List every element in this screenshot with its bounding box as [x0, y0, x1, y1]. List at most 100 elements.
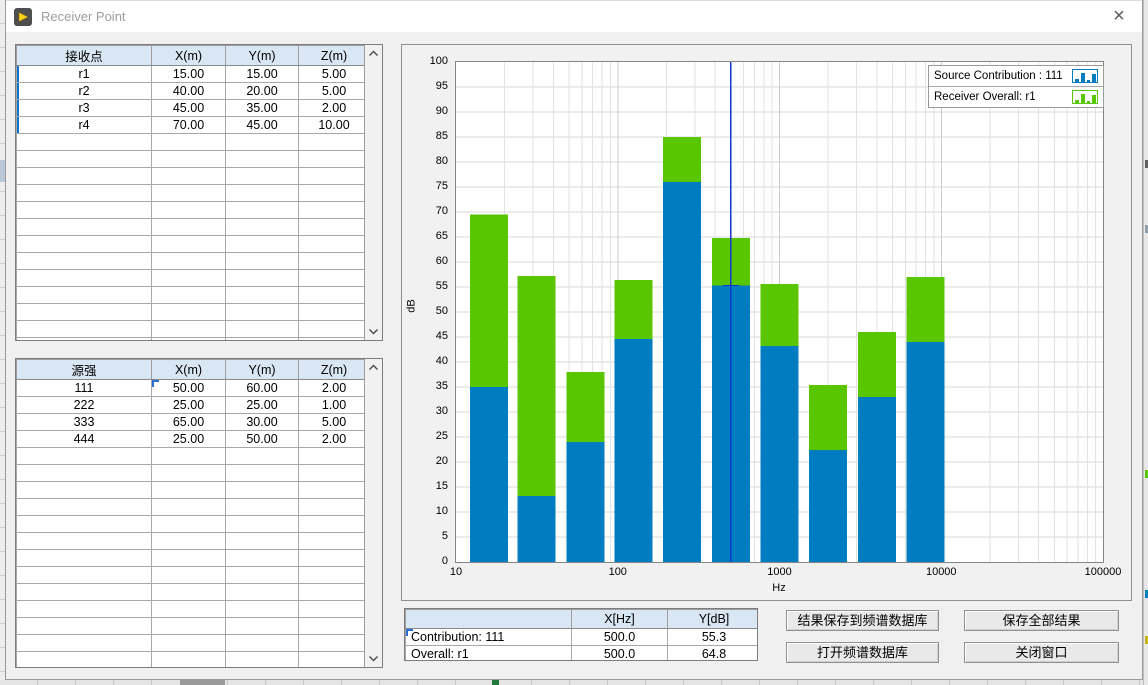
table-cell[interactable]: [151, 235, 226, 253]
table-cell[interactable]: 64.8: [667, 645, 757, 660]
table-cell[interactable]: [151, 532, 226, 550]
table-cell[interactable]: [151, 651, 226, 667]
table-cell[interactable]: Overall: r1: [405, 645, 572, 660]
table-cell[interactable]: [151, 481, 226, 499]
table-cell[interactable]: 15.00: [151, 65, 226, 83]
table-cell[interactable]: [298, 303, 370, 321]
table-cell[interactable]: 35.00: [225, 99, 299, 117]
legend-item-source-contribution[interactable]: Source Contribution : 111: [929, 66, 1103, 86]
table-cell[interactable]: [225, 167, 299, 185]
table-cell[interactable]: 25.00: [151, 396, 226, 414]
table-cell[interactable]: [16, 184, 152, 202]
table-cell[interactable]: [298, 133, 370, 151]
table-cell[interactable]: 333: [16, 413, 152, 431]
table-cell[interactable]: r1: [16, 65, 152, 83]
table-cell[interactable]: [298, 201, 370, 219]
table-cell[interactable]: [225, 303, 299, 321]
table-cell[interactable]: 222: [16, 396, 152, 414]
table-cell[interactable]: [298, 634, 370, 652]
scroll-down-button[interactable]: [365, 651, 381, 666]
table-cell[interactable]: 70.00: [151, 116, 226, 134]
table-cell[interactable]: [298, 252, 370, 270]
table-cell[interactable]: [151, 150, 226, 168]
table-cell[interactable]: [225, 184, 299, 202]
scroll-down-button[interactable]: [365, 324, 381, 339]
table-cell[interactable]: 2.00: [298, 99, 370, 117]
table-cell[interactable]: [16, 201, 152, 219]
table-cell[interactable]: [225, 201, 299, 219]
table-cell[interactable]: [298, 600, 370, 618]
table-cell[interactable]: [225, 235, 299, 253]
legend-item-receiver-overall[interactable]: Receiver Overall: r1: [929, 86, 1103, 107]
table-cell[interactable]: [151, 167, 226, 185]
table-cell[interactable]: 10.00: [298, 116, 370, 134]
table-cell[interactable]: [298, 150, 370, 168]
table-cell[interactable]: [151, 269, 226, 287]
table-cell[interactable]: [16, 634, 152, 652]
table-cell[interactable]: [151, 464, 226, 482]
table-cell[interactable]: [151, 201, 226, 219]
table-cell[interactable]: [225, 549, 299, 567]
table-cell[interactable]: [225, 566, 299, 584]
table-cell[interactable]: [16, 286, 152, 304]
table-cell[interactable]: Contribution: 111: [405, 628, 572, 646]
table-cell[interactable]: [298, 320, 370, 338]
scroll-up-button[interactable]: [365, 46, 381, 61]
table-cell[interactable]: [151, 634, 226, 652]
table-cell[interactable]: [298, 481, 370, 499]
table-cell[interactable]: 444: [16, 430, 152, 448]
table-cell[interactable]: [225, 532, 299, 550]
table-cell[interactable]: [16, 600, 152, 618]
table-cell[interactable]: [298, 218, 370, 236]
table-cell[interactable]: 25.00: [151, 430, 226, 448]
table-cell[interactable]: [16, 320, 152, 338]
table-cell[interactable]: 2.00: [298, 430, 370, 448]
table-cell[interactable]: [151, 617, 226, 635]
table-cell[interactable]: [16, 218, 152, 236]
table-cell[interactable]: 30.00: [225, 413, 299, 431]
close-window-button[interactable]: 关闭窗口: [964, 642, 1119, 663]
table-cell[interactable]: [16, 464, 152, 482]
table-cell[interactable]: 5.00: [298, 65, 370, 83]
table-cell[interactable]: [151, 286, 226, 304]
table-cell[interactable]: [298, 651, 370, 667]
table-cell[interactable]: [298, 566, 370, 584]
table-cell[interactable]: [16, 617, 152, 635]
table-cell[interactable]: [151, 600, 226, 618]
table-cell[interactable]: [151, 252, 226, 270]
table-cell[interactable]: [16, 481, 152, 499]
table-cell[interactable]: [225, 133, 299, 151]
table-cell[interactable]: [16, 515, 152, 533]
table-cell[interactable]: [151, 184, 226, 202]
table-cell[interactable]: [298, 286, 370, 304]
table-cell[interactable]: [225, 337, 299, 340]
table-cell[interactable]: [225, 600, 299, 618]
open-spectrum-db-button[interactable]: 打开频谱数据库: [786, 642, 939, 663]
table-cell[interactable]: [298, 184, 370, 202]
table-cell[interactable]: [151, 337, 226, 340]
table-cell[interactable]: [225, 634, 299, 652]
table-cell[interactable]: 500.0: [571, 645, 668, 660]
table-cell[interactable]: [16, 651, 152, 667]
save-all-results-button[interactable]: 保存全部结果: [964, 610, 1119, 631]
table-cell[interactable]: [16, 583, 152, 601]
table-cell[interactable]: [225, 481, 299, 499]
table-cell[interactable]: [225, 252, 299, 270]
table-cell[interactable]: [16, 133, 152, 151]
table-cell[interactable]: [298, 167, 370, 185]
table-cell[interactable]: [151, 515, 226, 533]
table-cell[interactable]: [225, 269, 299, 287]
table-cell[interactable]: [151, 320, 226, 338]
table-cell[interactable]: [151, 447, 226, 465]
table-cell[interactable]: [16, 269, 152, 287]
table-cell[interactable]: [151, 549, 226, 567]
table-cell[interactable]: [16, 303, 152, 321]
table-cell[interactable]: [225, 498, 299, 516]
title-bar[interactable]: Receiver Point ×: [6, 0, 1142, 32]
table-cell[interactable]: [298, 498, 370, 516]
table-cell[interactable]: [151, 566, 226, 584]
table-cell[interactable]: [16, 252, 152, 270]
table-cell[interactable]: [225, 447, 299, 465]
table-cell[interactable]: r2: [16, 82, 152, 100]
table-cell[interactable]: [298, 235, 370, 253]
